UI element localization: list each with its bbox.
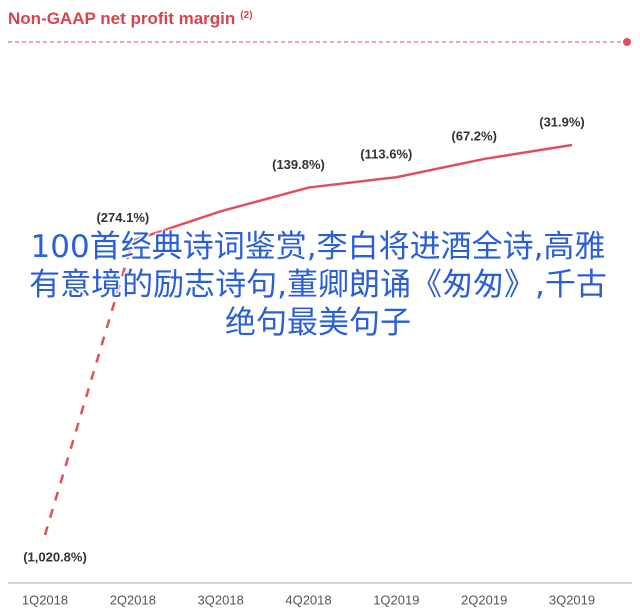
data-label: (1,020.8%) bbox=[23, 549, 87, 564]
data-label: (31.9%) bbox=[539, 114, 585, 129]
data-label: (139.8%) bbox=[272, 157, 325, 172]
rule-end bbox=[623, 38, 631, 46]
title-note: (2) bbox=[240, 10, 252, 21]
x-tick-label: 2Q2019 bbox=[461, 592, 507, 607]
data-label: (113.6%) bbox=[360, 147, 412, 162]
title-text: Non-GAAP net profit margin bbox=[8, 9, 235, 28]
x-tick-label: 2Q2018 bbox=[110, 592, 156, 607]
line-dashed bbox=[43, 240, 135, 536]
line bbox=[132, 143, 573, 242]
chart-title: Non-GAAP net profit margin (2) bbox=[8, 9, 253, 28]
data-label: (67.2%) bbox=[451, 128, 497, 143]
x-tick-label: 1Q2019 bbox=[373, 592, 419, 607]
x-tick-label: 1Q2018 bbox=[22, 592, 68, 607]
overlay-caption: 100首经典诗词鉴赏,李白将进酒全诗,高雅有意境的励志诗句,董卿朗诵《匆匆》,千… bbox=[29, 229, 607, 341]
x-tick-label: 3Q2018 bbox=[198, 592, 244, 607]
x-tick-label: 3Q2019 bbox=[549, 592, 595, 607]
data-label: (274.1%) bbox=[96, 210, 149, 225]
x-tick-label: 4Q2018 bbox=[285, 592, 331, 607]
